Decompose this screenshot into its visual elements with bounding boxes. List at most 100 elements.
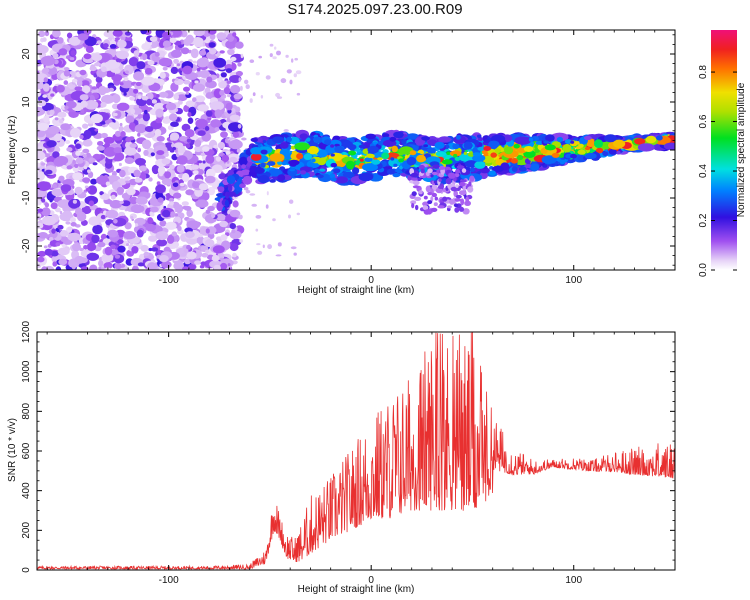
spectrogram-cell [97, 241, 106, 248]
spectrogram-cell [460, 198, 465, 206]
spectrogram-cell [418, 190, 423, 195]
spectrogram-cell [330, 144, 335, 148]
spectrogram-cell [196, 57, 209, 68]
spectrogram-cell [122, 33, 126, 38]
spectrogram-cell [391, 145, 399, 153]
spectrogram-cell [113, 147, 123, 154]
spectrogram-cell [117, 39, 127, 49]
spectrogram-cell [123, 92, 127, 96]
spectrogram-cell [332, 135, 341, 141]
spectrogram-cell [105, 59, 121, 69]
spectrogram-cell [124, 146, 137, 156]
spectrogram-cell [72, 166, 80, 173]
spectrogram-cell [78, 237, 85, 244]
y-tick-label: -10 [21, 190, 32, 205]
spectrogram-cell [200, 261, 207, 266]
spectrogram-cell [277, 242, 282, 247]
spectrogram-cell [214, 109, 223, 118]
spectrogram-cell [162, 40, 171, 48]
spectrogram-cell [205, 168, 216, 179]
spectrogram-cell [185, 91, 190, 95]
spectrogram-cell [260, 162, 266, 168]
spectrogram-cell [68, 198, 81, 209]
spectrogram-cell [118, 162, 122, 167]
spectrogram-cell [65, 140, 71, 144]
spectrogram-cell [142, 113, 150, 122]
spectrogram-cell [229, 209, 241, 218]
spectrogram-cell [468, 181, 472, 186]
spectrogram-cell [130, 216, 134, 220]
spectrogram-cell [47, 125, 60, 135]
spectrogram-cell [228, 139, 243, 150]
spectrogram-cell [108, 87, 114, 92]
spectrogram-x-axis: -100 0 100 [46, 30, 656, 286]
spectrogram-cell [535, 140, 544, 145]
spectrogram-cell [37, 208, 44, 213]
spectrogram-cell [245, 149, 252, 156]
spectrogram-cell [272, 56, 277, 60]
spectrogram-cell [124, 222, 132, 230]
spectrogram-cell [544, 144, 556, 151]
spectrogram-cell [198, 70, 210, 78]
spectrogram-cell [70, 127, 81, 138]
spectrogram-cell [169, 201, 174, 206]
x-tick-label: 100 [565, 575, 582, 586]
spectrogram-cell [455, 194, 462, 199]
snr-y-axis: 0 200 400 600 800 1000 1200 [21, 320, 675, 573]
spectrogram-cell [279, 142, 289, 149]
spectrogram-cell [204, 175, 216, 184]
spectrogram-cell [411, 191, 417, 197]
spectrogram-cell [262, 140, 267, 143]
spectrogram-cell [194, 260, 202, 265]
spectrogram-cell [229, 230, 242, 240]
spectrogram-cell [319, 168, 326, 172]
spectrogram-cell [163, 152, 169, 157]
spectrogram-cell [183, 79, 191, 85]
spectrogram-cell [243, 187, 249, 191]
spectrogram-cell [116, 50, 129, 60]
spectrogram-cell [422, 205, 429, 211]
spectrogram-cell [191, 37, 204, 46]
spectrogram-cell [42, 83, 50, 92]
spectrogram-cell [183, 38, 192, 46]
spectrogram-cell [57, 224, 64, 230]
spectrogram-cell [37, 44, 49, 54]
spectrogram-cell [96, 175, 110, 185]
spectrogram-cell [124, 157, 135, 165]
spectrogram-cell [81, 85, 91, 94]
spectrogram-cell [234, 181, 243, 191]
spectrogram-cell [55, 242, 61, 247]
spectrogram-cell [63, 67, 70, 71]
spectrogram-cell [225, 64, 233, 69]
snr-series-line [37, 332, 675, 570]
spectrogram-cell [131, 246, 139, 254]
spectrogram-cell [570, 140, 575, 144]
spectrogram-cell [430, 207, 438, 212]
spectrogram-cell [162, 66, 168, 71]
spectrogram-cell [229, 156, 238, 163]
spectrogram-cell [260, 95, 264, 99]
spectrogram-cell [257, 250, 263, 255]
spectrogram-cell [91, 53, 103, 62]
spectrogram-cell [67, 226, 73, 231]
spectrogram-cell [594, 139, 603, 149]
spectrogram-cell [330, 177, 337, 182]
spectrogram-cell [462, 179, 467, 183]
spectrogram-cell [194, 80, 199, 84]
spectrogram-cell [107, 229, 119, 238]
colorbar-ticks: 0.0 0.2 0.4 0.6 0.8 [698, 65, 737, 277]
spectrogram-cell [140, 30, 148, 35]
spectrogram-cell [90, 113, 103, 124]
spectrogram-cell [217, 141, 225, 149]
spectrogram-cell [334, 145, 345, 153]
spectrogram-cell [96, 145, 105, 151]
spectrogram-cell [420, 168, 425, 174]
spectrogram-cell [119, 122, 123, 127]
spectrogram-cell [91, 86, 98, 90]
spectrogram-cell [146, 262, 157, 270]
spectrogram-cell [437, 185, 444, 189]
spectrogram-cell [49, 109, 55, 115]
spectrogram-cell [233, 93, 243, 100]
spectrogram-cell [177, 100, 183, 105]
